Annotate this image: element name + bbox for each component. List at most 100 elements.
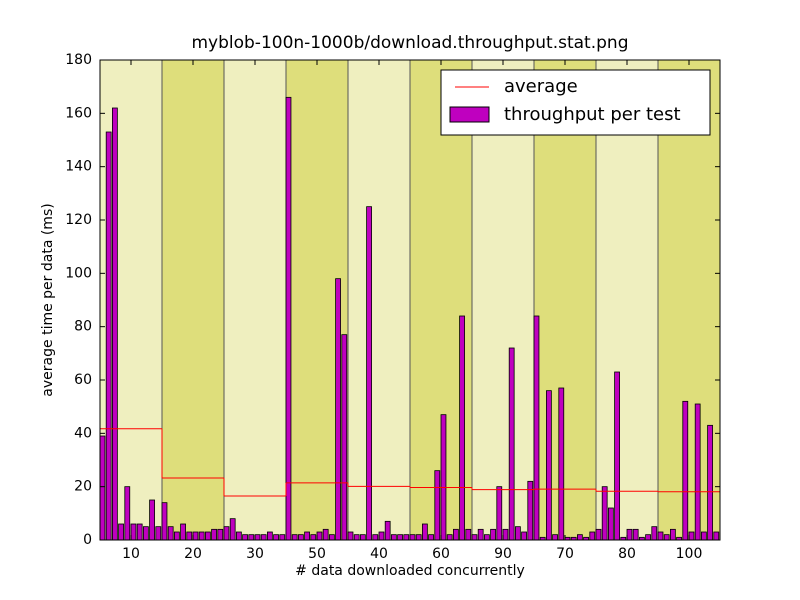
bar	[105, 131, 112, 541]
band	[534, 60, 596, 540]
y-tick-label: 100	[65, 265, 92, 281]
band	[348, 60, 410, 540]
y-axis-label: average time per data (ms)	[40, 203, 56, 396]
bar	[626, 528, 633, 541]
bar	[173, 531, 180, 541]
x-tick-label: 40	[370, 546, 388, 562]
bar	[328, 534, 335, 541]
bar	[273, 534, 279, 541]
x-tick-label: 10	[122, 546, 140, 562]
x-tick-label: 50	[308, 546, 326, 562]
bar	[409, 534, 416, 541]
bar	[397, 534, 403, 541]
x-tick-label: 60	[432, 546, 450, 562]
bar	[192, 531, 199, 541]
bar	[601, 486, 608, 541]
bar	[515, 526, 521, 541]
x-tick-label: 30	[246, 546, 264, 562]
bar	[142, 526, 149, 541]
bar	[316, 531, 323, 541]
x-axis-label: # data downloaded concurrently	[295, 563, 525, 579]
bar	[378, 531, 385, 541]
bar	[440, 414, 447, 541]
bar	[130, 523, 137, 541]
bar	[155, 526, 162, 541]
bar	[347, 531, 354, 541]
bar	[291, 534, 298, 541]
bar	[415, 534, 422, 541]
bar	[248, 534, 255, 541]
legend-box	[440, 69, 711, 136]
bar	[285, 96, 292, 541]
band	[596, 60, 658, 540]
bar	[595, 528, 602, 541]
bar	[651, 526, 658, 541]
y-tick-label: 40	[74, 425, 92, 441]
bar	[452, 528, 459, 541]
bar	[229, 518, 236, 541]
bar	[149, 499, 155, 541]
bar	[353, 534, 360, 541]
bar	[372, 534, 379, 541]
bar	[112, 107, 118, 541]
bar	[508, 347, 515, 541]
bar	[483, 534, 490, 541]
bar	[688, 531, 695, 541]
y-tick-label: 120	[65, 212, 92, 228]
bar	[384, 520, 391, 541]
bar	[657, 531, 664, 541]
bar	[124, 486, 131, 541]
x-tick-label: 20	[184, 546, 202, 562]
bar	[477, 528, 484, 541]
bar	[211, 528, 217, 541]
y-tick-label: 180	[65, 52, 92, 68]
bar	[136, 523, 143, 541]
bar	[459, 315, 465, 541]
bar	[118, 523, 124, 541]
bar	[260, 534, 267, 541]
y-tick-label: 0	[83, 532, 92, 548]
x-tick-label: 100	[676, 546, 703, 562]
bar	[682, 400, 689, 541]
bar	[341, 334, 348, 541]
y-tick-label: 60	[74, 372, 92, 388]
bar	[465, 528, 472, 541]
bar	[614, 371, 620, 541]
x-tick-label: 70	[556, 546, 574, 562]
x-tick-label: 90	[494, 546, 512, 562]
bar	[279, 534, 286, 541]
bar	[496, 486, 503, 541]
bar	[198, 531, 205, 541]
bar	[217, 528, 224, 541]
y-tick-label: 80	[74, 319, 92, 335]
band	[162, 60, 224, 540]
chart-title: myblob-100n-1000b/download.throughput.st…	[191, 33, 628, 53]
bar	[471, 534, 478, 541]
bar	[701, 531, 707, 541]
bar	[366, 206, 372, 541]
bar	[632, 528, 639, 541]
bar	[707, 424, 713, 541]
band	[472, 60, 534, 540]
bar	[161, 502, 168, 541]
bar	[204, 531, 211, 541]
y-tick-label: 20	[74, 479, 92, 495]
bar	[490, 528, 496, 541]
y-tick-label: 160	[65, 105, 92, 121]
bar	[558, 387, 565, 541]
bar	[446, 534, 453, 541]
bar	[297, 534, 304, 541]
bar	[694, 403, 701, 541]
bar	[186, 531, 193, 541]
band	[224, 60, 286, 540]
bar	[589, 531, 596, 541]
bar	[428, 534, 434, 541]
bar	[552, 534, 558, 541]
bar	[266, 531, 273, 541]
plot-frame	[99, 59, 721, 541]
bar	[434, 470, 441, 541]
bar	[99, 435, 106, 541]
bar	[254, 534, 261, 541]
bar	[322, 528, 329, 541]
